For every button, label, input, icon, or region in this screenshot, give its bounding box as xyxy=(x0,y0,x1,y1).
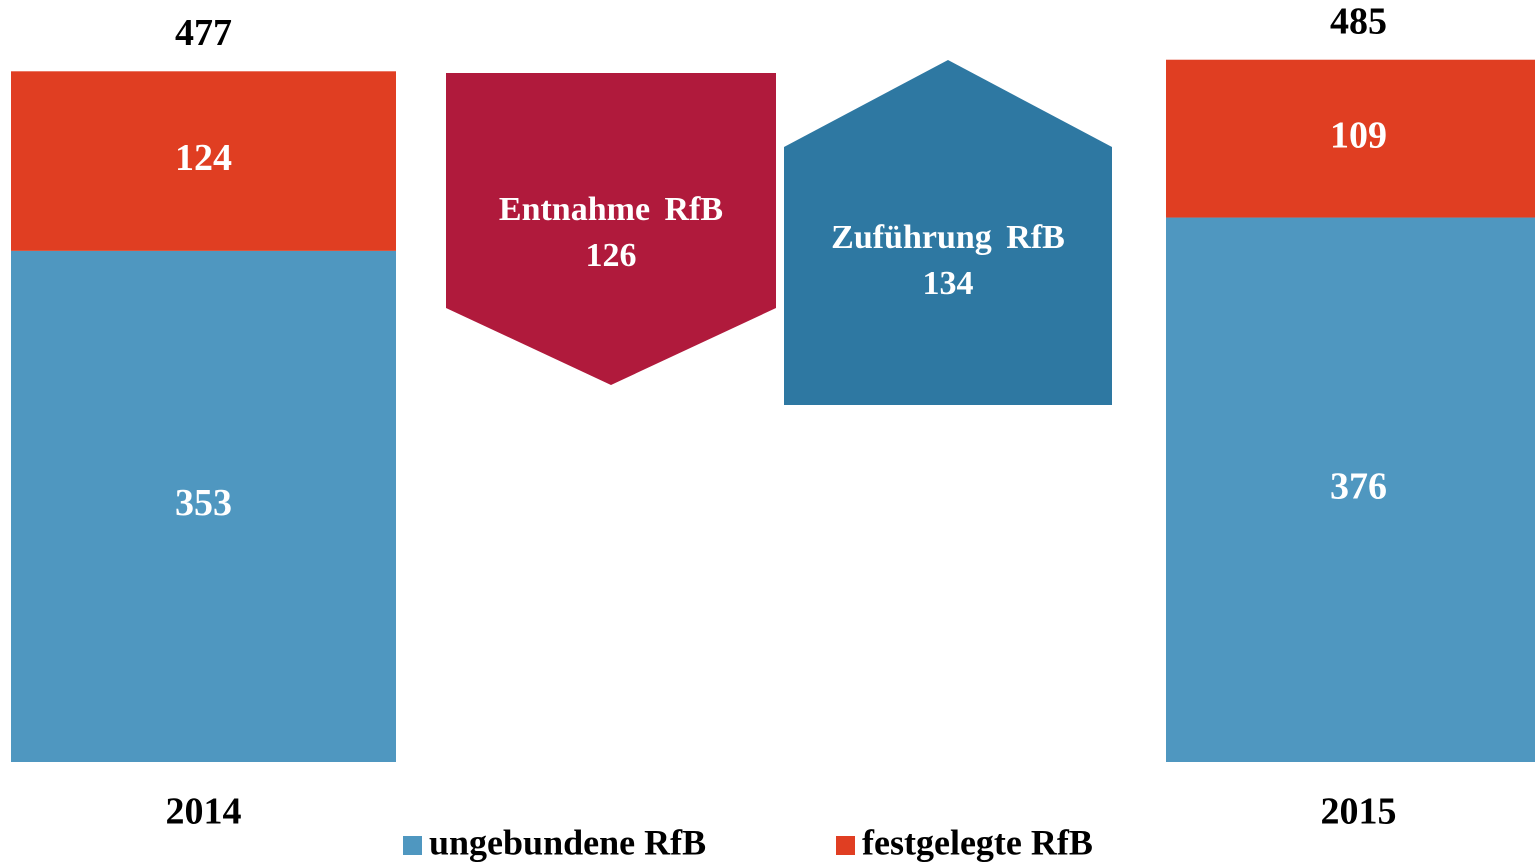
bar-segment xyxy=(11,71,396,251)
flow-label: Entnahme RfB xyxy=(499,191,723,228)
segment-label: 376 xyxy=(1330,465,1387,507)
flow-value: 134 xyxy=(923,265,974,302)
legend-swatch xyxy=(836,836,855,855)
segment-label: 124 xyxy=(175,137,232,179)
total-label: 485 xyxy=(1330,0,1387,42)
bar-segment xyxy=(1166,59,1535,218)
flow-value: 126 xyxy=(586,237,637,274)
segment-label: 109 xyxy=(1330,114,1387,156)
flow-arrow xyxy=(784,60,1112,405)
flow-arrow xyxy=(446,73,776,385)
legend-label: festgelegte RfB xyxy=(862,822,1093,862)
total-label: 477 xyxy=(175,12,232,54)
segment-label: 353 xyxy=(175,482,232,524)
bar-segment xyxy=(11,250,396,762)
legend-swatch xyxy=(403,836,422,855)
bar-segment xyxy=(1166,217,1535,762)
x-tick-label: 2015 xyxy=(1321,791,1397,833)
x-tick-label: 2014 xyxy=(166,791,242,833)
flow-label: Zuführung RfB xyxy=(831,219,1065,256)
legend-label: ungebundene RfB xyxy=(429,822,706,862)
